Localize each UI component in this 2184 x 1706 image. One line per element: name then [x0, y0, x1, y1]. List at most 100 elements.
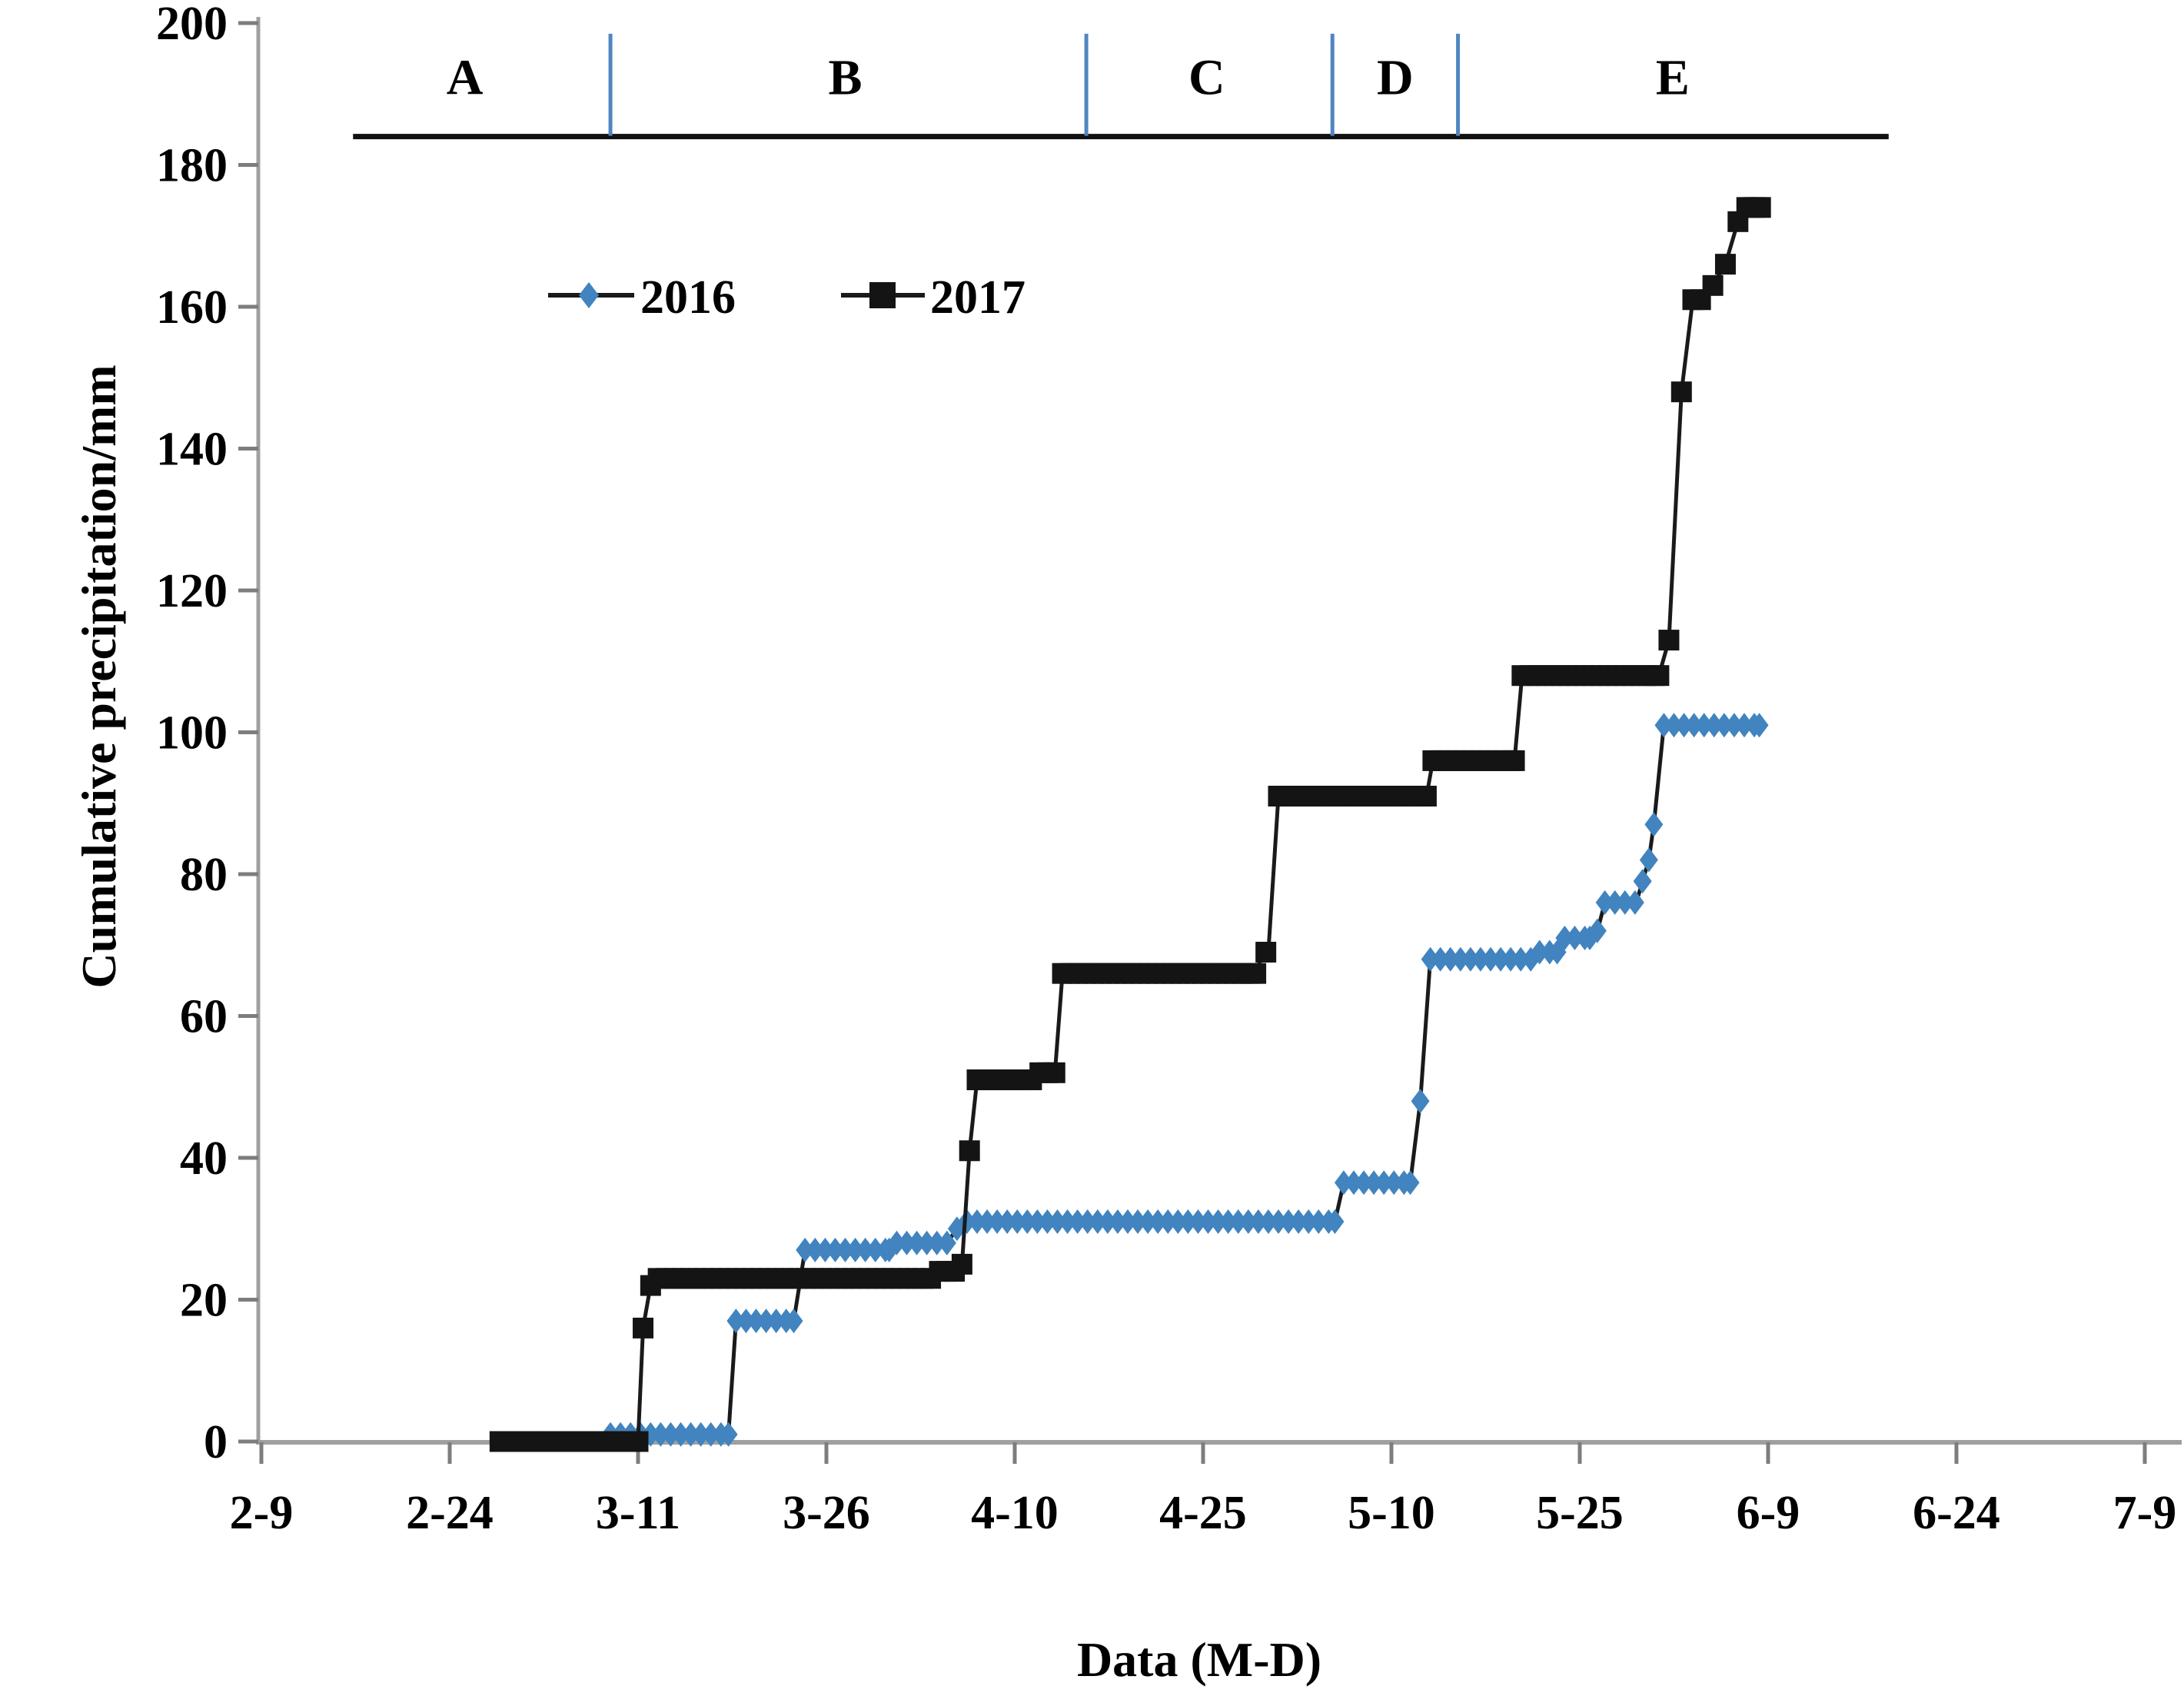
data-point-square	[1044, 1062, 1065, 1083]
y-tick-label: 160	[156, 281, 228, 334]
legend-item-2017: 2017	[841, 271, 1026, 324]
data-point-square	[1648, 665, 1670, 687]
data-point-diamond	[1299, 1209, 1318, 1235]
data-point-diamond	[701, 1422, 720, 1447]
data-point-diamond	[967, 1209, 986, 1235]
stage-label-D: D	[1377, 49, 1414, 105]
data-point-square	[1670, 381, 1692, 403]
data-point-diamond	[1654, 713, 1674, 738]
data-point-diamond	[1309, 1209, 1328, 1235]
data-point-diamond	[887, 1230, 906, 1255]
data-point-diamond	[784, 1309, 803, 1334]
data-point-diamond	[856, 1237, 875, 1262]
y-tick-label: 40	[180, 1132, 228, 1185]
y-tick-label: 100	[156, 707, 228, 760]
data-point-diamond	[1530, 939, 1549, 965]
data-point-diamond	[1451, 946, 1470, 972]
data-point-diamond	[1385, 1170, 1404, 1196]
stage-label-A: A	[447, 49, 484, 105]
data-point-diamond	[671, 1422, 690, 1447]
data-point-diamond	[1078, 1209, 1097, 1235]
data-point-diamond	[1491, 946, 1511, 972]
data-point-diamond	[1188, 1209, 1208, 1235]
growth-stage-band: A B C D E	[353, 33, 1889, 140]
data-point-diamond	[836, 1237, 855, 1262]
data-point-diamond	[1724, 713, 1744, 738]
x-tick-label: 5-10	[1348, 1487, 1435, 1539]
data-point-diamond	[1639, 847, 1658, 873]
series-2017	[489, 197, 1771, 1452]
data-point-diamond	[1365, 1170, 1384, 1196]
data-point-square	[1415, 786, 1437, 807]
data-point-diamond	[1501, 946, 1521, 972]
data-point-diamond	[1228, 1209, 1248, 1235]
data-point-diamond	[1279, 1209, 1298, 1235]
data-point-diamond	[1441, 946, 1460, 972]
data-point-diamond	[1750, 713, 1769, 738]
data-point-diamond	[1421, 946, 1440, 972]
stage-label-B: B	[828, 49, 862, 105]
data-point-diamond	[1018, 1209, 1037, 1235]
data-point-diamond	[1208, 1209, 1228, 1235]
legend-diamond-icon	[579, 282, 599, 308]
data-point-diamond	[1028, 1209, 1047, 1235]
data-point-diamond	[907, 1230, 926, 1255]
data-point-diamond	[1149, 1209, 1168, 1235]
data-point-diamond	[1238, 1209, 1258, 1235]
data-point-diamond	[1129, 1209, 1148, 1235]
data-point-diamond	[691, 1422, 710, 1447]
series-2017-line	[500, 205, 1761, 1444]
data-point-diamond	[1625, 890, 1644, 915]
data-point-diamond	[1048, 1209, 1067, 1235]
stage-label-E: E	[1656, 49, 1690, 105]
series-2017-markers	[489, 197, 1771, 1452]
data-point-diamond	[681, 1422, 700, 1447]
y-tick-label: 20	[180, 1275, 228, 1327]
data-point-diamond	[998, 1209, 1017, 1235]
data-point-diamond	[1674, 713, 1694, 738]
data-point-diamond	[1431, 946, 1450, 972]
data-point-square	[1750, 197, 1771, 218]
data-point-diamond	[766, 1309, 786, 1334]
x-axis-ticks: 2-9 2-24 3-11 3-26 4-10 4-25 5-10 5-25 6-9 6-24 7-…	[230, 1442, 2177, 1539]
x-tick-label: 6-9	[1737, 1487, 1800, 1539]
data-point-diamond	[1605, 890, 1624, 915]
x-tick-label: 3-11	[596, 1487, 680, 1539]
x-tick-label: 3-26	[783, 1487, 870, 1539]
data-point-diamond	[846, 1237, 865, 1262]
y-tick-label: 0	[204, 1416, 228, 1468]
data-point-diamond	[1334, 1170, 1353, 1196]
data-point-diamond	[1325, 1209, 1345, 1235]
data-point-diamond	[927, 1230, 946, 1255]
x-tick-label: 5-25	[1536, 1487, 1624, 1539]
data-point-diamond	[988, 1209, 1007, 1235]
data-point-diamond	[1178, 1209, 1198, 1235]
data-point-diamond	[1684, 713, 1704, 738]
y-tick-label: 200	[156, 0, 228, 50]
data-point-diamond	[1704, 713, 1724, 738]
data-point-square	[1504, 750, 1525, 771]
x-tick-label: 4-10	[971, 1487, 1059, 1539]
data-point-diamond	[726, 1309, 746, 1334]
data-point-diamond	[1058, 1209, 1077, 1235]
stage-label-C: C	[1188, 49, 1225, 105]
series-2016	[601, 713, 1769, 1447]
data-point-diamond	[1471, 946, 1490, 972]
data-point-diamond	[1068, 1209, 1087, 1235]
data-point-diamond	[1633, 869, 1652, 894]
data-point-diamond	[1411, 1089, 1430, 1114]
data-point-diamond	[1714, 713, 1734, 738]
data-point-diamond	[1734, 713, 1754, 738]
data-point-diamond	[719, 1422, 738, 1447]
data-point-diamond	[826, 1237, 845, 1262]
data-point-diamond	[1481, 946, 1501, 972]
legend-label: 2016	[640, 271, 736, 324]
data-point-square	[627, 1431, 649, 1452]
legend-label: 2017	[930, 271, 1026, 324]
data-point-diamond	[1565, 926, 1584, 951]
data-point-diamond	[1158, 1209, 1178, 1235]
data-point-diamond	[1168, 1209, 1188, 1235]
x-tick-label: 7-9	[2113, 1487, 2177, 1539]
